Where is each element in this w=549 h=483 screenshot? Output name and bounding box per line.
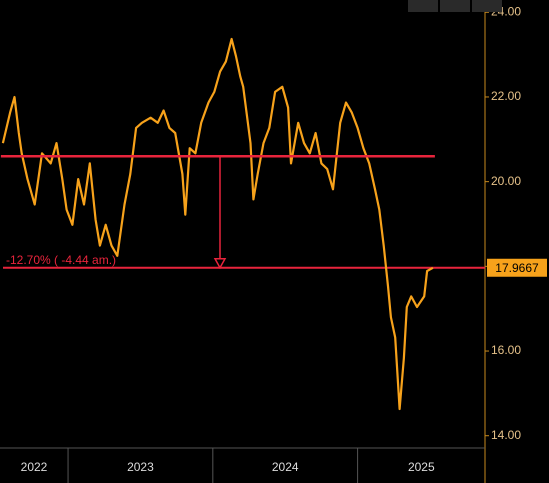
change-arrow-head <box>213 258 227 270</box>
x-tick-label: 2022 <box>21 460 48 474</box>
change-label: -12.70% ( -4.44 am.) <box>6 253 116 267</box>
last-value-box <box>487 258 547 277</box>
x-tick-label: 2023 <box>127 460 154 474</box>
y-tick-label: 16.00 <box>491 343 521 357</box>
toolbar-button[interactable] <box>440 0 470 12</box>
toolbar-button[interactable] <box>408 0 438 12</box>
last-value-label: 17.9667 <box>495 261 539 275</box>
x-tick-label: 2024 <box>272 460 299 474</box>
toolbar-button[interactable] <box>472 0 502 12</box>
y-tick-label: 20.00 <box>491 174 521 188</box>
toolbar <box>408 0 502 12</box>
y-tick-label: 22.00 <box>491 89 521 103</box>
price-line <box>1 37 434 411</box>
x-tick-label: 2025 <box>408 460 435 474</box>
y-tick-label: 14.00 <box>491 428 521 442</box>
